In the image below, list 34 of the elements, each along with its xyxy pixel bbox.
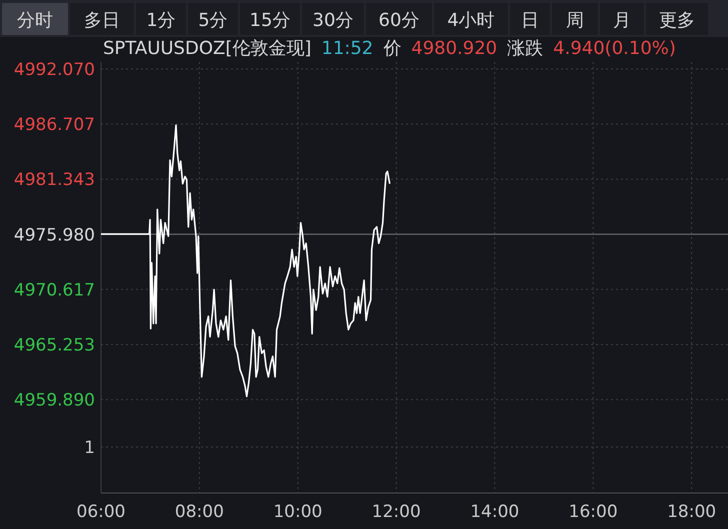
tab-button: 月 (600, 3, 644, 35)
x-tick-label: 12:00 (372, 502, 421, 522)
x-tick-label: 10:00 (273, 502, 322, 522)
chart-title: SPTAUUSDOZ[伦敦金现] (103, 38, 312, 59)
tab-button: 1分 (136, 3, 186, 35)
y-tick-label: 4975.980 (14, 225, 95, 246)
tab-button: 60分 (366, 3, 432, 35)
tab-button: 5分 (188, 3, 238, 35)
text: 价 (382, 38, 402, 59)
y-tick-label: 4970.617 (14, 280, 95, 300)
text: 4980.920 (411, 38, 498, 59)
tab-button: 更多 (646, 3, 708, 35)
text: 1 (84, 438, 95, 458)
tab-button: 4小时 (434, 3, 508, 35)
tab-button: 周 (552, 3, 598, 35)
x-tick-label: 08:00 (174, 502, 224, 522)
line-series (100, 124, 391, 398)
tab-button: 30分 (302, 3, 364, 35)
y-tick-label: 4965.253 (14, 336, 95, 356)
tab-button: 分时 (2, 3, 68, 35)
text: 涨跌 (507, 38, 544, 59)
x-tick-label: 16:00 (568, 502, 618, 522)
y-tick-label: 4959.890 (14, 390, 95, 411)
y-tick-label: 4992.070 (14, 60, 95, 80)
x-tick-label: 14:00 (470, 502, 520, 522)
tab-button: 15分 (240, 3, 300, 35)
tab-button: 日 (510, 3, 550, 35)
x-tick-label: 18:00 (667, 502, 716, 522)
y-tick-label: 4986.707 (14, 115, 95, 136)
text: 11:52 (321, 38, 374, 59)
y-tick-label: 4981.343 (14, 170, 95, 190)
x-tick-label: 06:00 (76, 502, 126, 522)
tab-button: 多日 (70, 3, 134, 35)
text: 4.940(0.10%) (553, 38, 676, 59)
